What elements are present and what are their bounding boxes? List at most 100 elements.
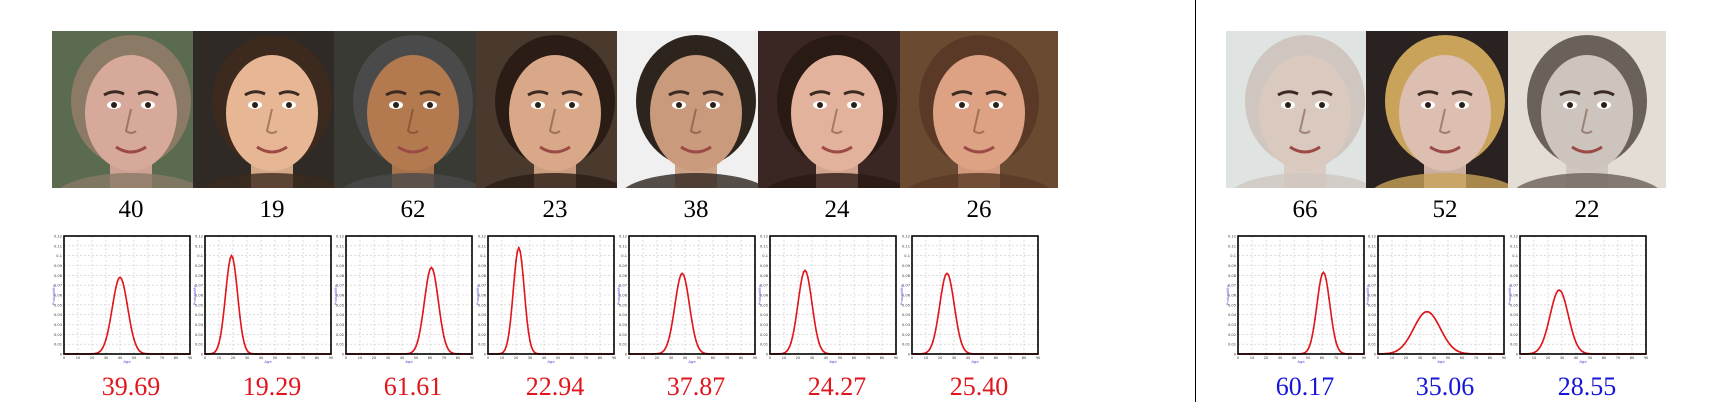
x-tick-label: 20 [1404, 356, 1409, 360]
sample-right-2: 52 0.12 0.11 0.1 0.09 0.08 0.07 0.06 0.05 0.04 0.0… [1365, 0, 1524, 410]
sample-right-3: 22 0.12 0.11 0.1 0.09 0.08 0.07 0.06 0.05 0.04 0.0… [1507, 0, 1666, 410]
curve-point [1427, 311, 1430, 313]
curve-point [960, 340, 962, 343]
x-tick-label: 50 [414, 356, 419, 360]
curve-point [816, 336, 819, 339]
predicted-age-label: 35.06 [1415, 372, 1475, 401]
curve-point [1435, 320, 1438, 323]
plot-grid [1377, 235, 1505, 355]
curve-point [946, 272, 948, 275]
y-tick-label: 0 [484, 353, 487, 357]
x-axis-label: Age [1579, 359, 1587, 364]
y-tick-label: 0.11 [54, 244, 62, 248]
y-tick-label: 0.08 [54, 274, 63, 278]
curve-point [117, 277, 120, 280]
x-axis-label: Age [1437, 359, 1445, 364]
curve-point [700, 350, 703, 353]
curve-point [1332, 327, 1335, 330]
curve-point [247, 351, 250, 353]
y-axis-label: Probability [193, 284, 197, 305]
x-tick-label: 10 [217, 356, 222, 360]
curve-point [515, 259, 517, 262]
true-age-label: 23 [542, 196, 568, 223]
curve-point [1458, 350, 1461, 353]
curve-point [1405, 340, 1407, 343]
y-tick-label: 0.03 [1368, 323, 1376, 327]
distribution-plot: 0.12 0.11 0.1 0.09 0.08 0.07 0.06 0.05 0.04 0.03 0… [475, 234, 634, 365]
x-tick-label: 20 [1546, 356, 1551, 360]
x-tick-label: 20 [231, 356, 236, 360]
curve-point [962, 347, 965, 350]
x-tick-label: 30 [386, 356, 391, 360]
y-tick-label: 0.12 [1228, 235, 1236, 239]
x-tick-label: 0 [63, 356, 66, 360]
y-tick-label: 0 [201, 353, 204, 357]
x-tick-label: 0 [911, 356, 914, 360]
y-tick-label: 0.03 [1510, 323, 1518, 327]
curve-point [126, 302, 128, 305]
plot-grid [487, 235, 615, 355]
x-tick-label: 10 [500, 356, 505, 360]
curve-point [1329, 307, 1332, 310]
curve-point [1413, 326, 1416, 328]
curve-point [527, 331, 530, 334]
curve-point [944, 273, 947, 276]
true-age-label: 62 [400, 196, 426, 223]
y-tick-label: 0.01 [54, 343, 62, 347]
x-tick-label: 40 [400, 356, 405, 360]
x-tick-label: 60 [1460, 356, 1465, 360]
y-tick-label: 0.02 [1510, 333, 1518, 337]
curve-point [815, 329, 818, 332]
age-probability-plot: 0.12 0.11 0.1 0.09 0.08 0.07 0.06 0.05 0.04 0.03 0… [899, 235, 1041, 365]
curve-point [216, 346, 219, 349]
curve-point [1461, 351, 1463, 354]
x-axis-label: Age [829, 359, 837, 364]
y-tick-label: 0.04 [195, 313, 204, 317]
curve-point [823, 351, 826, 354]
curve-point [1552, 300, 1555, 303]
x-axis-label: Age [264, 359, 272, 364]
y-tick-label: 0.05 [195, 303, 203, 307]
curve-point [925, 351, 927, 354]
curve-point [806, 275, 809, 278]
curve-point [1434, 318, 1437, 321]
curve-point [1442, 334, 1445, 336]
y-tick-label: 0.07 [1228, 284, 1236, 288]
curve-point [134, 342, 137, 345]
curve-point [950, 284, 953, 287]
curve-point [227, 264, 230, 267]
curve-point [137, 348, 140, 351]
face-photo [617, 31, 775, 188]
plot-grid [204, 235, 332, 355]
y-tick-label: 0.05 [54, 303, 62, 307]
predicted-age-label: 19.29 [242, 372, 302, 401]
y-tick-label: 0.12 [54, 235, 62, 239]
plot-frame [63, 235, 191, 355]
curve-point [1412, 328, 1414, 331]
curve-point [795, 312, 798, 315]
curve-point [698, 347, 700, 350]
y-tick-label: 0.12 [478, 235, 486, 239]
x-tick-label: 50 [1446, 356, 1451, 360]
y-tick-label: 0.12 [336, 235, 344, 239]
curve-point [1323, 273, 1326, 276]
y-tick-label: 0.1 [1512, 254, 1518, 258]
y-tick-label: 0.1 [197, 254, 203, 258]
y-tick-label: 0.05 [1228, 303, 1236, 307]
curve-point [671, 320, 674, 323]
face-photo [476, 31, 634, 188]
curve-point [934, 328, 937, 331]
face-image [52, 31, 210, 188]
curve-point [531, 349, 534, 351]
x-tick-label: 40 [1292, 356, 1297, 360]
curve-point [98, 351, 100, 354]
curve-point [1454, 348, 1456, 351]
curve-point [677, 284, 679, 287]
age-probability-plot: 0.12 0.11 0.1 0.09 0.08 0.07 0.06 0.05 0.04 0.03 0… [192, 235, 334, 365]
x-tick-label: 10 [1532, 356, 1537, 360]
face-image [900, 31, 1058, 188]
curve-point [230, 254, 233, 257]
y-tick-label: 0.02 [902, 333, 910, 337]
plot-grid [911, 235, 1039, 355]
curve-point [688, 302, 691, 305]
